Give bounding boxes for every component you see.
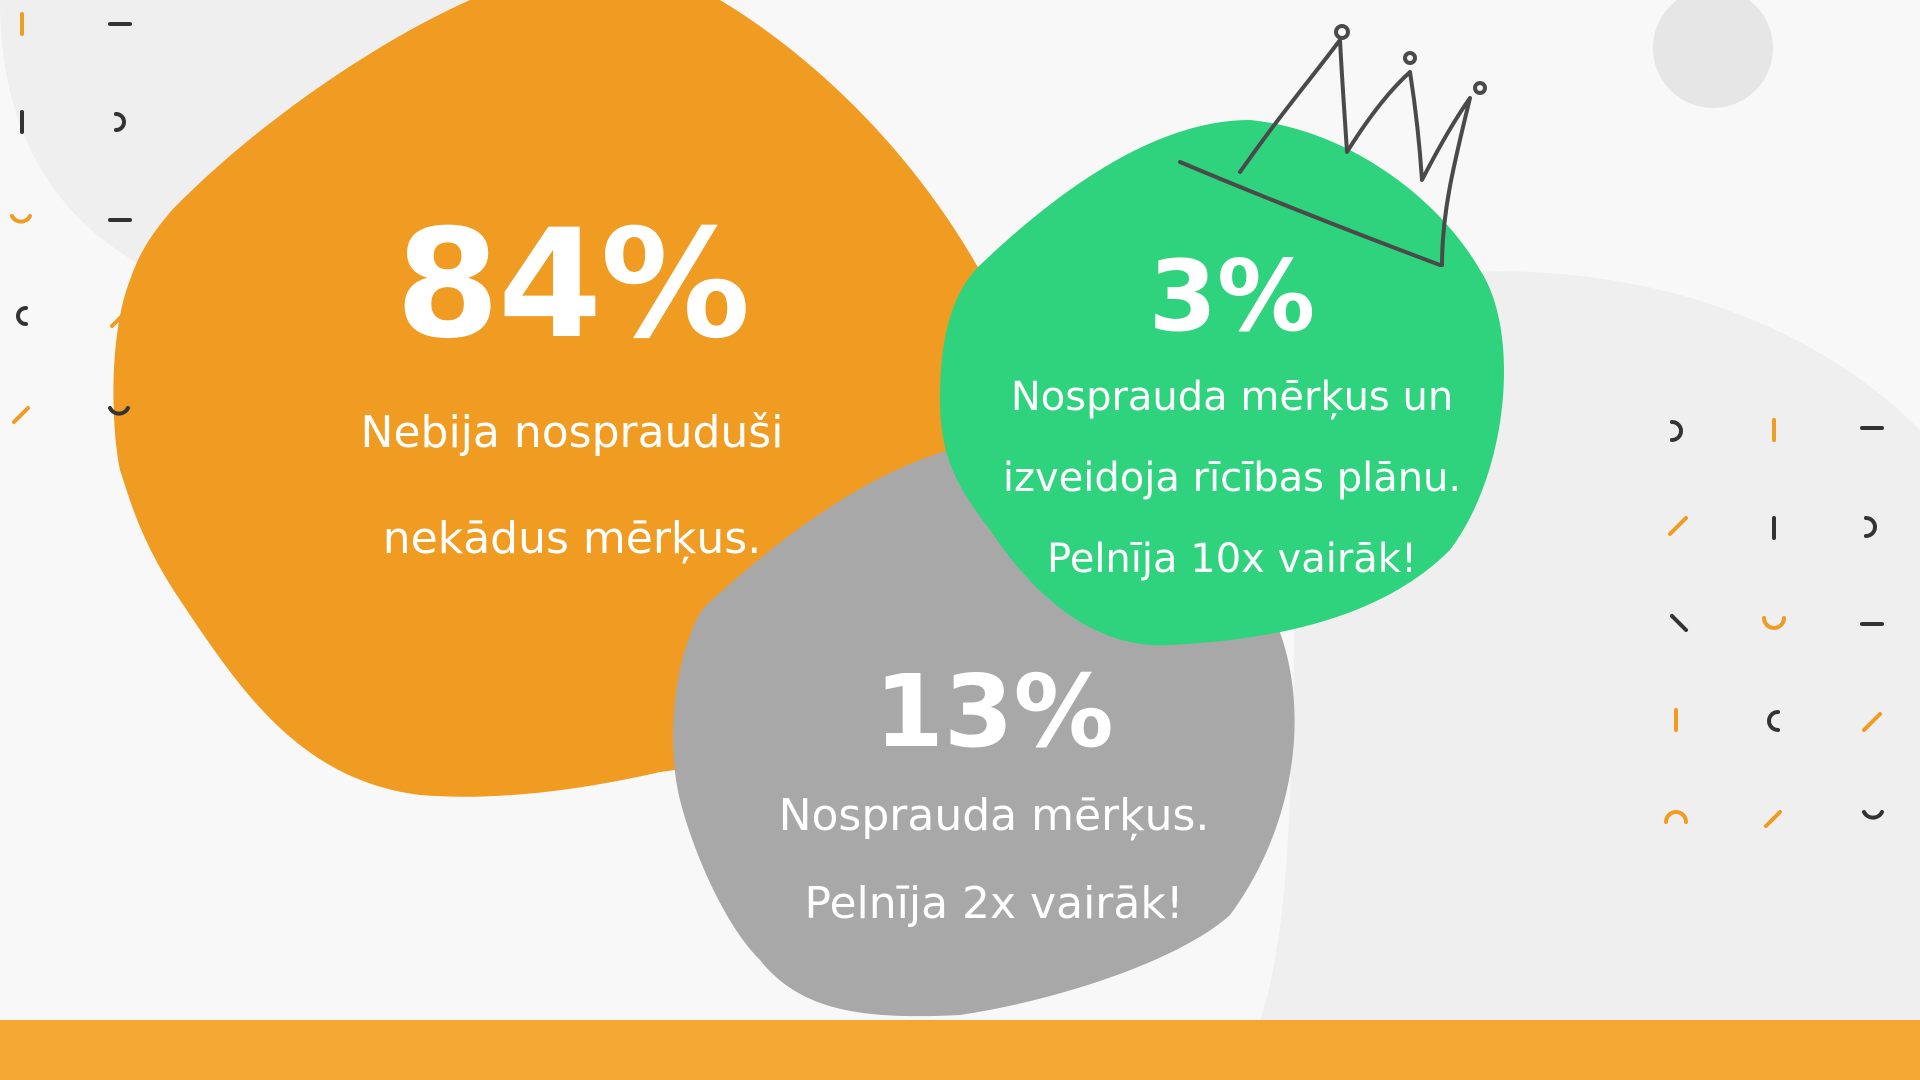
- stat-no-goals-percent: 84%: [395, 198, 750, 372]
- stat-goals-only-percent: 13%: [874, 653, 1114, 770]
- confetti-right: [1664, 418, 1884, 828]
- stat-goals-and-plan-line-1: Nosprauda mērķus un: [1010, 374, 1454, 420]
- bottom-accent-bar: [0, 1020, 1920, 1080]
- stat-no-goals: 84% Nebija nosprauduši nekādus mērķus.: [292, 210, 852, 572]
- background-circle: [1653, 0, 1773, 108]
- green-blob: [940, 120, 1504, 646]
- stat-goals-only: 13% Nosprauda mērķus. Pelnīja 2x vairāk!: [744, 662, 1244, 938]
- stat-goals-and-plan: 3% Nosprauda mērķus un izveidoja rīcības…: [972, 248, 1492, 589]
- stat-goals-and-plan-line-3: Pelnīja 10x vairāk!: [1047, 536, 1417, 582]
- confetti-left: [10, 12, 132, 424]
- stat-no-goals-line-2: nekādus mērķus.: [382, 513, 762, 564]
- stat-no-goals-line-1: Nebija nosprauduši: [360, 407, 784, 458]
- stat-goals-and-plan-line-2: izveidoja rīcības plānu.: [1002, 455, 1462, 501]
- stat-goals-only-line-1: Nosprauda mērķus.: [778, 790, 1210, 841]
- stat-goals-and-plan-percent: 3%: [1148, 240, 1316, 354]
- crown-icon: [1178, 24, 1487, 267]
- stat-goals-only-line-2: Pelnīja 2x vairāk!: [804, 878, 1184, 929]
